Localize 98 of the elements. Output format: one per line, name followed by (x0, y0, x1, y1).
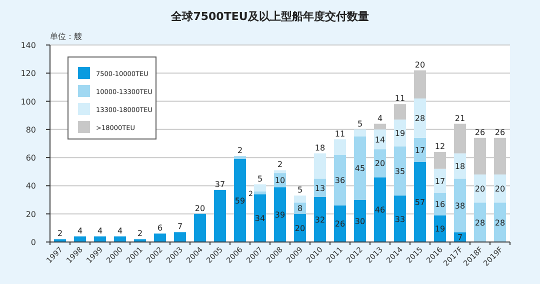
data-label: 30 (354, 216, 366, 226)
bar (174, 232, 186, 242)
data-label: 13 (314, 184, 326, 193)
data-label: 2 (137, 229, 143, 238)
data-label: 2 (277, 160, 283, 170)
y-tick-label: 60 (26, 154, 36, 163)
data-label: 33 (394, 214, 406, 224)
bar (414, 162, 426, 242)
y-tick-label: 20 (26, 210, 36, 219)
data-label: 26 (494, 128, 506, 137)
data-label: 11 (394, 94, 406, 104)
bar (434, 168, 446, 193)
data-label: 2 (237, 146, 243, 156)
data-label: 2 (57, 229, 63, 238)
data-label: 37 (214, 180, 226, 189)
y-tick-label: 120 (20, 69, 36, 78)
bar (374, 177, 386, 242)
bar (354, 136, 366, 200)
data-label: 35 (394, 166, 406, 176)
data-label: 7 (177, 222, 183, 232)
data-label: 4 (377, 114, 383, 123)
bar (394, 146, 406, 196)
bar (494, 202, 506, 242)
data-label: 6 (157, 224, 163, 233)
data-label: 8 (297, 204, 303, 214)
data-label: 32 (314, 215, 326, 224)
bar (414, 98, 426, 138)
y-tick-label: 140 (20, 41, 36, 50)
data-label: 17 (434, 176, 446, 186)
data-label: 21 (454, 114, 466, 123)
bar (394, 196, 406, 242)
data-label: 20 (474, 184, 486, 194)
bar (474, 202, 486, 242)
data-label: 18 (454, 162, 466, 172)
data-label: 36 (334, 176, 346, 186)
data-label: 59 (234, 196, 246, 206)
data-label: 16 (434, 200, 446, 210)
bar (274, 170, 286, 174)
bar (274, 187, 286, 242)
data-label: 38 (454, 201, 466, 210)
chart-title: 全球7500TEU及以上型船年度交付数量 (170, 10, 369, 23)
bar (394, 120, 406, 146)
data-label: 46 (374, 206, 386, 215)
data-label: 4 (97, 226, 103, 236)
data-label: 28 (494, 218, 506, 228)
data-label: 12 (434, 142, 446, 151)
bar (334, 139, 346, 155)
data-label: 5 (297, 186, 303, 195)
data-label: 45 (354, 164, 366, 174)
bar (154, 234, 166, 242)
data-label: 14 (374, 135, 386, 144)
y-tick-label: 0 (30, 238, 36, 247)
data-label: 5 (257, 174, 263, 184)
bar (354, 200, 366, 242)
bar (254, 194, 266, 242)
data-label: 11 (334, 129, 346, 138)
bar (254, 184, 266, 192)
bar (494, 174, 506, 203)
data-label: 26 (334, 220, 346, 229)
bar (474, 174, 486, 203)
data-label: 28 (414, 114, 426, 124)
bar (234, 156, 246, 159)
bar (314, 196, 326, 242)
data-label: 19 (434, 224, 446, 234)
data-label: 18 (314, 143, 326, 152)
data-label: 17 (414, 146, 426, 155)
bar (454, 178, 466, 232)
bar (334, 205, 346, 242)
data-label: 39 (274, 210, 286, 220)
data-label: 20 (294, 224, 306, 233)
data-label: 4 (77, 226, 83, 236)
data-label: 28 (474, 218, 486, 228)
bar (314, 153, 326, 179)
data-label: 4 (117, 226, 123, 236)
data-label: 10 (274, 176, 286, 186)
data-label: 20 (194, 204, 206, 213)
data-label: 19 (394, 128, 406, 138)
data-label: 7 (457, 233, 463, 242)
bar (194, 214, 206, 242)
bar (214, 190, 226, 242)
bar (414, 138, 426, 162)
bar (394, 104, 406, 120)
data-label: 5 (357, 119, 363, 128)
bar (234, 158, 246, 242)
y-tick-label: 80 (26, 125, 36, 134)
y-tick-label: 40 (26, 182, 36, 191)
data-label: 20 (374, 159, 386, 168)
bar (334, 154, 346, 206)
bar (294, 196, 306, 203)
text: 单位：艘 (50, 32, 82, 41)
data-label: 20 (494, 184, 506, 194)
bar (354, 129, 366, 136)
data-label: 20 (414, 60, 426, 70)
data-label: 34 (254, 214, 266, 224)
y-tick-label: 100 (20, 97, 36, 106)
data-label: 26 (474, 128, 486, 137)
data-label: 57 (414, 198, 426, 207)
bar (374, 149, 386, 178)
